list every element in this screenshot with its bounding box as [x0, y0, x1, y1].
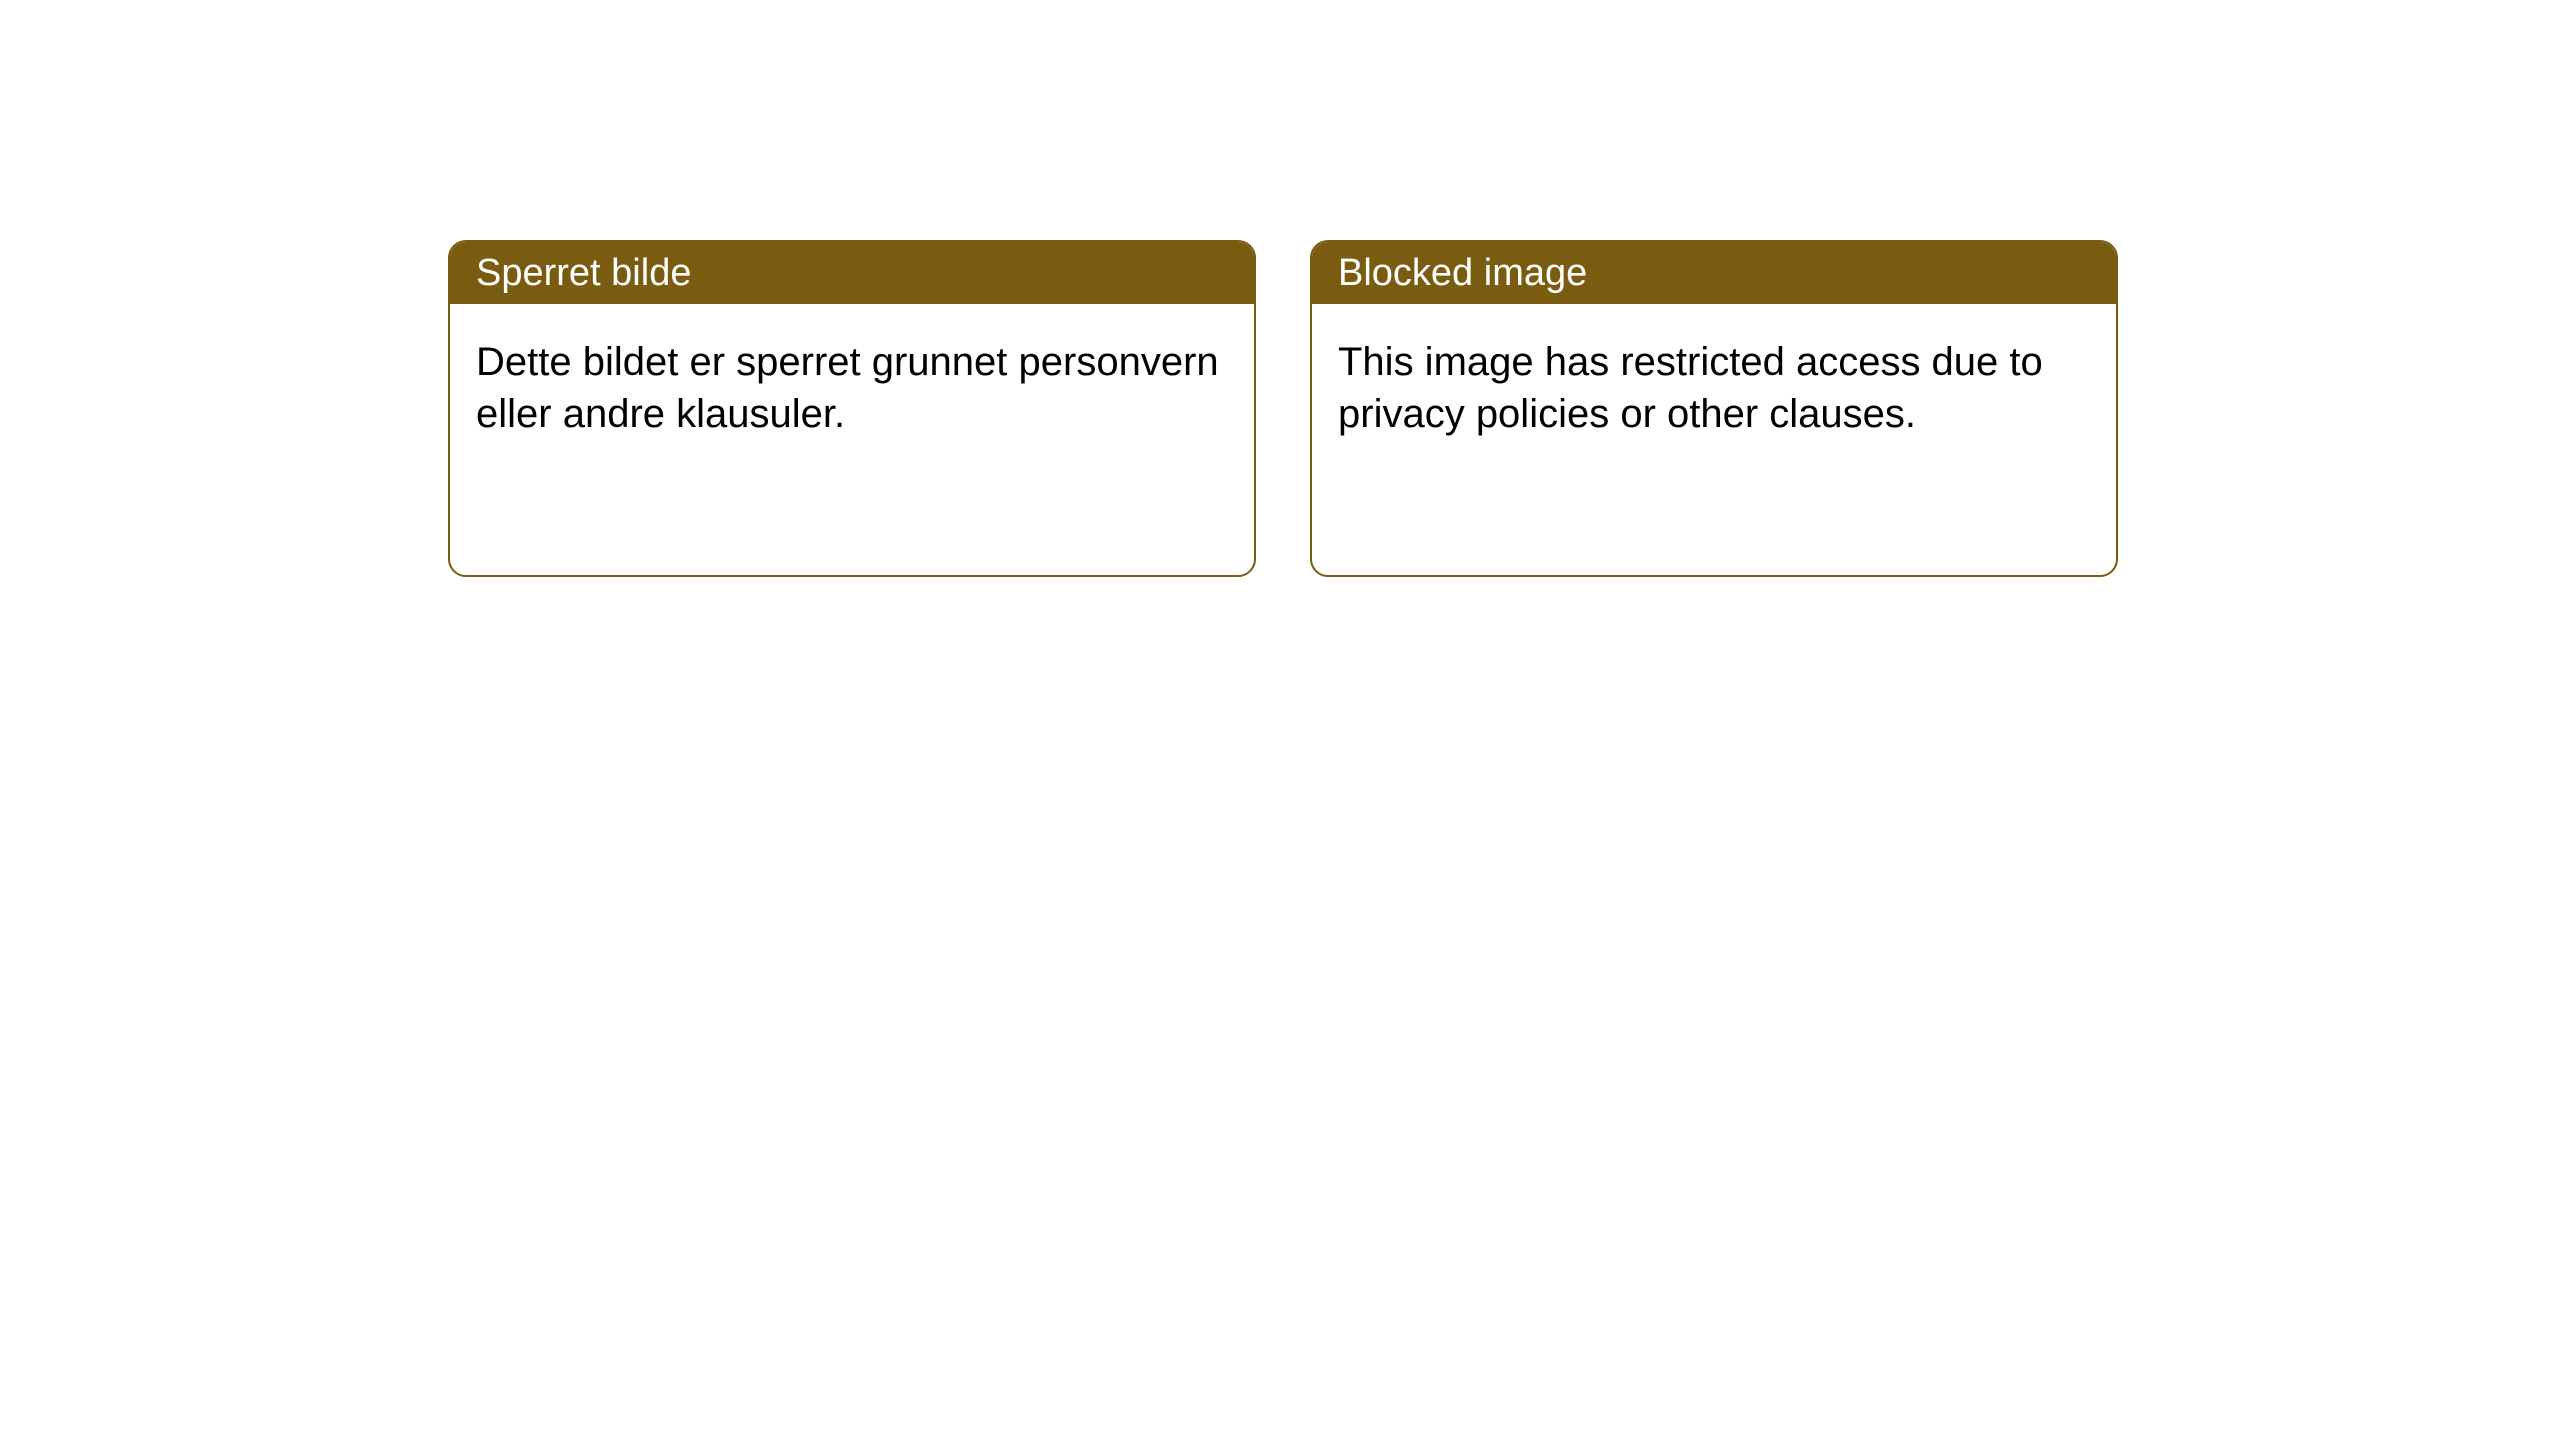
notice-header-text: Sperret bilde [476, 252, 691, 295]
notice-body-text: This image has restricted access due to … [1338, 340, 2043, 436]
notice-body-no: Dette bildet er sperret grunnet personve… [450, 304, 1254, 472]
notice-header-en: Blocked image [1312, 242, 2116, 304]
notice-body-text: Dette bildet er sperret grunnet personve… [476, 340, 1219, 436]
notice-body-en: This image has restricted access due to … [1312, 304, 2116, 472]
notice-container: Sperret bilde Dette bildet er sperret gr… [0, 0, 2560, 577]
notice-header-no: Sperret bilde [450, 242, 1254, 304]
notice-header-text: Blocked image [1338, 252, 1587, 295]
notice-card-no: Sperret bilde Dette bildet er sperret gr… [448, 240, 1256, 577]
notice-card-en: Blocked image This image has restricted … [1310, 240, 2118, 577]
